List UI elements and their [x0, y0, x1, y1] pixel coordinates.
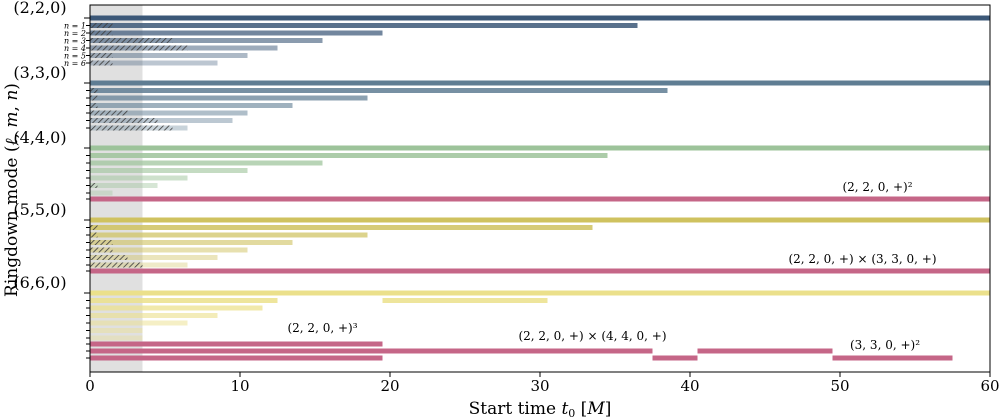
- mode-label-440: (4,4,0): [13, 128, 66, 147]
- bar-mode-660-n1: [90, 298, 278, 303]
- mode-label-220: (2,2,0): [13, 0, 66, 17]
- hatch-mode-220-n3: [90, 38, 173, 43]
- bar-mode-550-n2: [90, 232, 368, 238]
- bar-mode-220-n3: [90, 38, 323, 43]
- x-tick-label: 0: [85, 377, 95, 395]
- bar-mode-440-n6: [90, 190, 113, 196]
- quadratic-label-3: (2, 2, 0, +) × (4, 4, 0, +): [518, 329, 666, 343]
- hatch-mode-220-n1: [90, 23, 113, 28]
- quadratic-label-2: (2, 2, 0, +)³: [287, 321, 357, 335]
- x-axis-label: Start time t0 [M]: [469, 399, 612, 419]
- y-axis-label: Ringdown mode (ℓ, m, n): [2, 83, 22, 297]
- hatch-mode-330-n2: [90, 95, 98, 101]
- bar-mode-330-n0: [90, 80, 990, 86]
- hatch-mode-550-n5: [90, 255, 128, 260]
- bar-quadratic-bottom-2: [652, 355, 698, 361]
- bar-quadratic-0: [90, 196, 990, 202]
- bar-mode-660-n3: [90, 313, 218, 318]
- bar-quadratic-1: [90, 268, 990, 274]
- bar-mode-440-n2: [90, 160, 323, 166]
- hatch-mode-550-n3: [90, 240, 113, 245]
- hatch-mode-330-n5: [90, 118, 158, 123]
- bar-mode-330-n1: [90, 88, 668, 93]
- hatch-mode-220-n6: [90, 60, 113, 66]
- bar-mode-440-n4: [90, 175, 188, 181]
- x-tick-label: 60: [980, 377, 999, 395]
- plot-area: (2,2,0)n = 1n = 2n = 3n = 4n = 5n = 6(3,…: [13, 0, 999, 395]
- bar-mode-220-n6: [90, 60, 218, 66]
- bar-mode-660-n4: [90, 320, 188, 326]
- bar-mode-550-n1: [90, 225, 593, 230]
- hatch-mode-550-n2: [90, 232, 98, 238]
- hatch-mode-550-n6: [90, 262, 143, 268]
- hatch-mode-550-n1: [90, 225, 98, 230]
- hatch-mode-330-n6: [90, 125, 173, 131]
- shaded-band: [90, 5, 143, 372]
- overtone-label-n2: n = 2: [64, 29, 86, 38]
- x-tick-label: 40: [680, 377, 699, 395]
- bar-mode-220-n5: [90, 53, 248, 58]
- bar-mode-440-n1: [90, 153, 608, 158]
- bar-mode-660-n0: [90, 290, 990, 296]
- hatch-mode-330-n4: [90, 110, 128, 116]
- overtone-label-n3: n = 3: [64, 37, 86, 46]
- hatch-mode-220-n5: [90, 53, 113, 58]
- overtone-label-n5: n = 5: [64, 52, 86, 61]
- mode-label-660: (6,6,0): [13, 273, 66, 292]
- bar-mode-330-n3: [90, 103, 293, 108]
- hatch-mode-330-n3: [90, 103, 98, 108]
- hatch-mode-550-n4: [90, 247, 113, 253]
- x-tick-label: 10: [230, 377, 249, 395]
- bar-mode-330-n4: [90, 110, 248, 116]
- mode-label-550: (5,5,0): [13, 200, 66, 219]
- bar-mode-440-n0: [90, 145, 990, 151]
- bar-mode-550-n5: [90, 255, 218, 260]
- bar-quadratic-bottom-1: [697, 348, 833, 354]
- mode-label-330: (3,3,0): [13, 63, 66, 82]
- bar-quadratic-bottom-2: [90, 355, 383, 361]
- bar-mode-660-n6: [90, 335, 143, 341]
- hatch-mode-440-n5: [90, 183, 98, 188]
- hatch-mode-220-n4: [90, 45, 188, 51]
- bar-mode-660-n2: [90, 305, 263, 311]
- bar-mode-550-n4: [90, 247, 248, 253]
- hatch-mode-330-n1: [90, 88, 98, 93]
- bar-mode-660-n5: [90, 328, 143, 333]
- bar-mode-220-n0: [90, 15, 990, 21]
- x-tick-label: 20: [380, 377, 399, 395]
- quadratic-label-1: (2, 2, 0, +) × (3, 3, 0, +): [788, 252, 936, 266]
- bar-quadratic-bottom-0: [90, 341, 383, 347]
- overtone-label-n4: n = 4: [64, 44, 86, 53]
- x-tick-label: 30: [530, 377, 549, 395]
- bar-mode-440-n3: [90, 168, 248, 173]
- bar-mode-330-n2: [90, 95, 368, 101]
- bar-mode-660-n1: [382, 298, 548, 303]
- quadratic-label-0: (2, 2, 0, +)²: [842, 180, 912, 194]
- quadratic-label-4: (3, 3, 0, +)²: [850, 338, 920, 352]
- overtone-label-n1: n = 1: [64, 22, 86, 31]
- bar-quadratic-bottom-1: [90, 348, 653, 354]
- x-tick-label: 50: [830, 377, 849, 395]
- bar-mode-330-n5: [90, 118, 233, 123]
- bar-mode-550-n3: [90, 240, 293, 245]
- overtone-label-n6: n = 6: [64, 59, 86, 68]
- hatch-mode-220-n2: [90, 30, 113, 36]
- bar-mode-220-n2: [90, 30, 383, 36]
- bar-mode-220-n1: [90, 23, 638, 28]
- bar-quadratic-bottom-2: [832, 355, 953, 361]
- bar-mode-440-n5: [90, 183, 158, 188]
- bar-mode-550-n0: [90, 217, 990, 223]
